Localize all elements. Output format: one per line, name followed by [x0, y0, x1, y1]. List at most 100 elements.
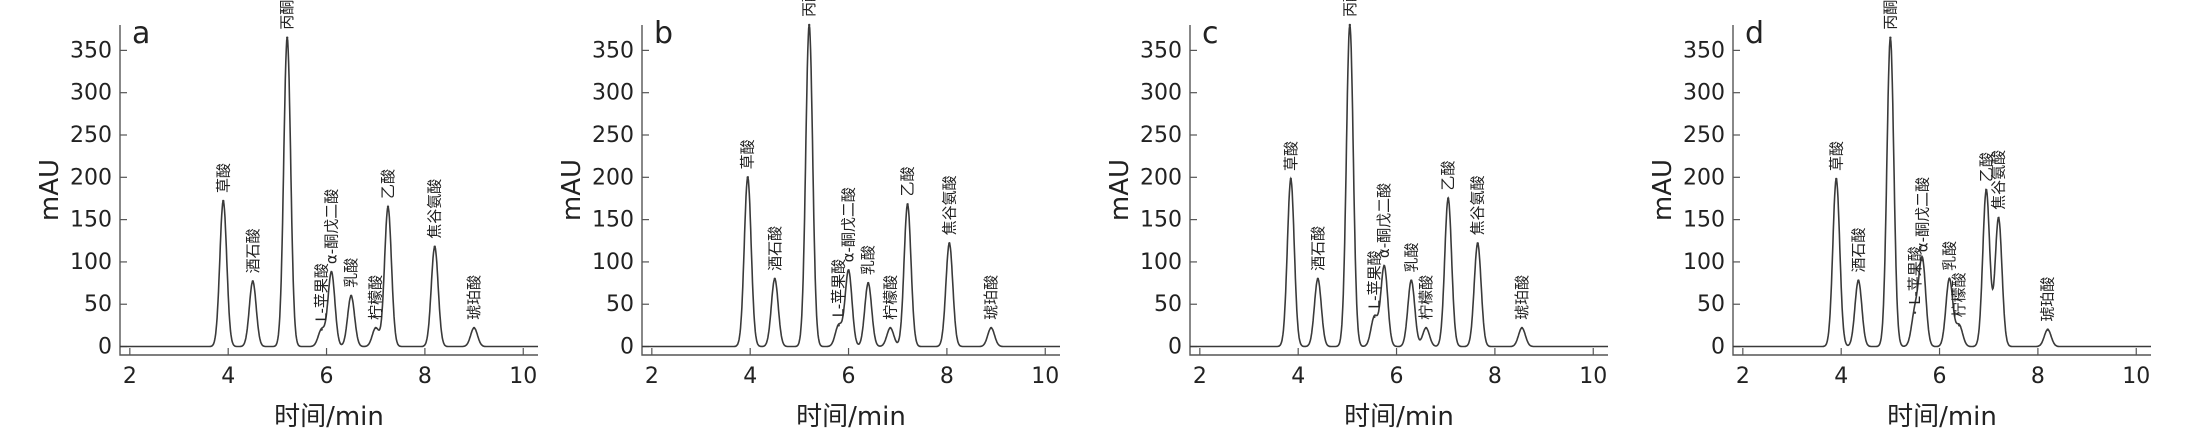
x-tick-label: 6: [1933, 364, 1947, 389]
peak-apex: [386, 205, 390, 209]
peak-apex: [1520, 326, 1524, 330]
y-tick-label: 0: [620, 335, 634, 360]
x-tick-label: 2: [1193, 364, 1207, 389]
chart-panel-c: 0 50 100 150 200 250 300 350 2 4 6 8 10 mAU 时间/min c 草酸酒…: [1105, 0, 1608, 432]
peak-label: 柠檬酸: [1950, 272, 1968, 317]
y-tick-label: 350: [592, 38, 634, 63]
peak-label: 琥珀酸: [1513, 275, 1531, 320]
y-tick-label: 350: [1683, 38, 1725, 63]
chart-panel-d: 0 50 100 150 200 250 300 350 2 4 6 8 10 mAU 时间/min d 草酸酒…: [1648, 0, 2151, 432]
peak-label: α-酮戊二酸: [1913, 177, 1931, 252]
peak-label: 柠檬酸: [367, 275, 385, 320]
x-tick-label: 6: [320, 364, 334, 389]
panel-letter: b: [654, 16, 673, 51]
x-tick-label: 2: [1736, 364, 1750, 389]
peak-apex: [773, 277, 776, 281]
peak-label: 焦谷氨酸: [426, 179, 444, 239]
x-tick-label: 10: [509, 364, 537, 389]
x-tick-label: 4: [743, 364, 757, 389]
peak-apex: [374, 326, 377, 330]
x-tick-label: 4: [221, 364, 235, 389]
y-tick-label: 300: [1683, 81, 1725, 106]
peak-apex: [847, 269, 850, 272]
peak-apex: [1348, 23, 1352, 27]
peak-label: 草酸: [739, 139, 757, 169]
peak-label: 草酸: [214, 163, 232, 193]
peak-apex: [286, 36, 289, 39]
peak-label: L-苹果酸: [1906, 246, 1924, 305]
y-tick-label: 200: [592, 165, 634, 190]
peak-label: 焦谷氨酸: [940, 175, 958, 235]
x-tick-label: 8: [418, 364, 432, 389]
x-axis-title: 时间/min: [796, 402, 906, 432]
y-axis-title: mAU: [1648, 159, 1678, 221]
peak-apex: [251, 280, 254, 283]
peak-label: 酒石酸: [1309, 226, 1327, 271]
panel-letter: d: [1745, 16, 1764, 51]
y-tick-label: 100: [1140, 250, 1182, 275]
peak-label: L-苹果酸: [830, 259, 848, 318]
peak-apex: [320, 328, 323, 331]
peak-label: 乙酸: [1977, 152, 1995, 182]
y-tick-label: 50: [1154, 292, 1182, 317]
peak-apex: [1410, 279, 1413, 282]
y-tick-label: 250: [1140, 123, 1182, 148]
peak-label: α-酮戊二酸: [322, 189, 340, 264]
x-tick-label: 10: [2122, 364, 2150, 389]
panel-letter: c: [1202, 16, 1219, 51]
peak-apex: [1997, 216, 2000, 220]
peak-apex: [1476, 242, 1479, 245]
peak-label: 乳酸: [1940, 241, 1958, 271]
peak-apex: [1913, 311, 1917, 314]
chromatogram-trace: [1733, 37, 2151, 348]
peak-label: 乳酸: [859, 245, 877, 275]
x-axis-title: 时间/min: [1344, 402, 1454, 432]
peak-apex: [349, 294, 353, 297]
peak-apex: [889, 326, 892, 330]
y-tick-label: 50: [606, 292, 634, 317]
y-tick-label: 150: [70, 208, 112, 233]
peak-apex: [906, 203, 909, 206]
y-tick-label: 150: [1683, 208, 1725, 233]
peak-apex: [989, 326, 993, 330]
y-tick-label: 0: [1168, 335, 1182, 360]
peak-apex: [1383, 264, 1386, 268]
peak-label: L-苹果酸: [1365, 250, 1383, 309]
y-tick-label: 150: [592, 208, 634, 233]
peak-label: 乳酸: [1402, 243, 1420, 273]
y-tick-label: 300: [1140, 81, 1182, 106]
y-tick-label: 200: [1683, 165, 1725, 190]
y-tick-label: 150: [1140, 208, 1182, 233]
panel-letter: a: [132, 16, 150, 51]
y-tick-label: 350: [70, 38, 112, 63]
peak-apex: [1921, 259, 1924, 262]
peak-apex: [948, 242, 951, 245]
peak-apex: [1889, 36, 1892, 39]
chromatogram-trace: [1190, 24, 1608, 348]
y-tick-label: 0: [1711, 335, 1725, 360]
peak-label: 琥珀酸: [982, 275, 1000, 320]
peak-label: 乙酸: [379, 169, 397, 199]
peak-label: α-酮戊二酸: [840, 187, 858, 262]
peak-apex: [1373, 315, 1376, 319]
peak-label: 丙酮酸: [1881, 0, 1899, 30]
peak-apex: [746, 176, 749, 179]
x-tick-label: 10: [1579, 364, 1607, 389]
peak-apex: [867, 281, 870, 285]
peak-apex: [1948, 277, 1951, 281]
peak-label: 琥珀酸: [2039, 277, 2057, 322]
peak-apex: [837, 324, 840, 327]
peak-apex: [472, 326, 476, 330]
x-axis-title: 时间/min: [1887, 402, 1997, 432]
peak-apex: [1985, 188, 1988, 192]
peak-apex: [222, 199, 225, 203]
peak-label: 柠檬酸: [881, 275, 899, 320]
chromatogram-trace: [120, 37, 538, 348]
y-axis-title: mAU: [557, 159, 587, 221]
peak-label: 乙酸: [1439, 160, 1457, 190]
y-tick-label: 100: [70, 250, 112, 275]
chart-panel-a: 0 50 100 150 200 250 300 350 2 4 6 8 10 mAU 时间/min a 草酸酒…: [35, 0, 538, 432]
peak-label: 酒石酸: [244, 228, 262, 273]
peak-label: 草酸: [1282, 141, 1300, 171]
